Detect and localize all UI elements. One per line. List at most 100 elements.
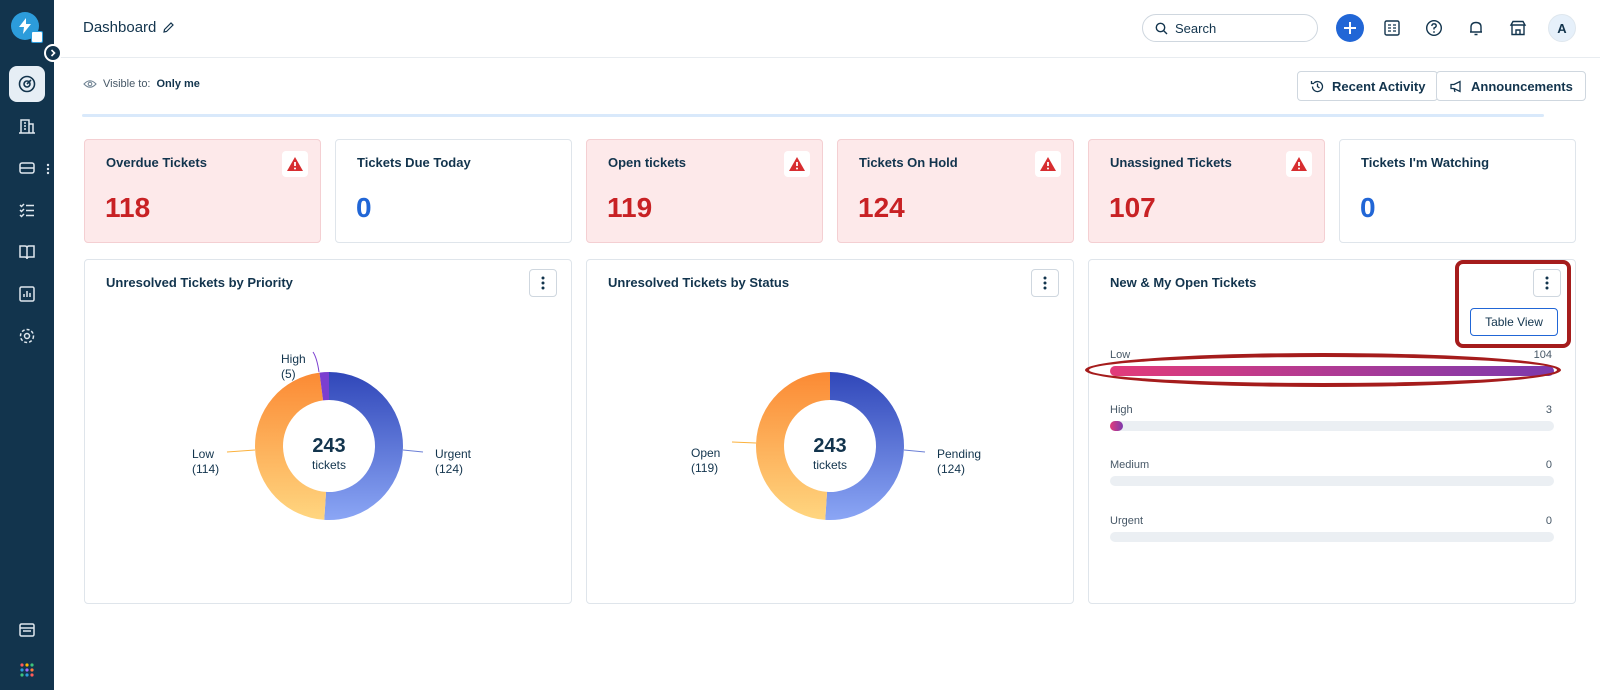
- card-tickets-on-hold[interactable]: Tickets On Hold 124: [837, 139, 1074, 243]
- panel-priority: Unresolved Tickets by Priority 243 ticke…: [84, 259, 572, 604]
- search-input[interactable]: Search: [1142, 14, 1318, 42]
- leader-line-0: [903, 449, 926, 453]
- user-avatar[interactable]: A: [1548, 14, 1576, 42]
- warning-icon: [789, 157, 805, 171]
- search-placeholder: Search: [1175, 20, 1217, 36]
- bar-track: [1110, 421, 1554, 431]
- recent-activity-label: Recent Activity: [1332, 78, 1426, 94]
- sidebar-item-apps[interactable]: [9, 652, 45, 688]
- sidebar-item-solutions[interactable]: [9, 234, 45, 270]
- sidebar-item-admin[interactable]: [9, 318, 45, 354]
- label-open-count: (119): [691, 461, 719, 475]
- sidebar-item-tickets[interactable]: [9, 150, 45, 186]
- card-title: Tickets Due Today: [357, 155, 471, 170]
- donut-slice-open[interactable]: [755, 372, 830, 520]
- apps-grid-icon: [20, 663, 34, 677]
- sidebar-expand-button[interactable]: [44, 44, 62, 62]
- label-open-name: Open: [691, 446, 721, 460]
- bar-fill-high[interactable]: [1110, 421, 1123, 431]
- inbox-icon: [19, 623, 35, 637]
- chevron-right-icon: [50, 49, 56, 57]
- sidebar-item-inbox[interactable]: [9, 612, 45, 648]
- sidebar-more-icon[interactable]: [46, 163, 50, 175]
- ticket-icon: [19, 162, 35, 174]
- kebab-icon: [541, 276, 545, 290]
- warning-badge: [1286, 151, 1312, 177]
- search-icon: [1155, 22, 1168, 34]
- donut-slice-high[interactable]: [319, 372, 329, 401]
- leader-line-1: [226, 449, 256, 453]
- announcements-label: Announcements: [1471, 78, 1573, 94]
- notifications-button[interactable]: [1462, 14, 1490, 42]
- label-low-name: Low: [192, 447, 215, 461]
- label-high-count: (5): [281, 367, 296, 381]
- card-unassigned-tickets[interactable]: Unassigned Tickets 107: [1088, 139, 1325, 243]
- analytics-icon: [19, 286, 35, 302]
- card-tickets-watching[interactable]: Tickets I'm Watching 0: [1339, 139, 1576, 243]
- label-high: High (5): [281, 352, 306, 382]
- label-low: Low (114): [192, 447, 219, 477]
- dashboard-gauge-icon: [18, 75, 36, 93]
- donut-slice-low[interactable]: [254, 372, 327, 520]
- donut-total-label: tickets: [311, 458, 346, 472]
- recent-activity-button[interactable]: Recent Activity: [1297, 71, 1439, 101]
- bar-count: 0: [1545, 459, 1552, 471]
- panel-menu-button[interactable]: [529, 269, 557, 297]
- page-title: Dashboard: [83, 19, 175, 36]
- gear-icon: [19, 328, 35, 344]
- logo-badge: [31, 31, 43, 43]
- bar-count: 104: [1533, 349, 1552, 361]
- new-item-button[interactable]: [1336, 14, 1364, 42]
- help-icon: [1425, 19, 1443, 37]
- announcements-button[interactable]: Announcements: [1436, 71, 1586, 101]
- marketplace-button[interactable]: [1504, 14, 1532, 42]
- subbar-progress-line: [82, 114, 1544, 117]
- top-bar: Dashboard Search A: [54, 0, 1600, 58]
- donut-slice-pending[interactable]: [825, 372, 904, 520]
- leader-line-2: [312, 351, 320, 373]
- card-title: Open tickets: [608, 155, 687, 170]
- eye-icon: [83, 80, 97, 88]
- checklist-icon: [19, 203, 34, 218]
- panel-title: New & My Open Tickets: [1110, 275, 1257, 290]
- sidebar: [0, 0, 54, 690]
- forms-button[interactable]: [1378, 14, 1406, 42]
- bar-label: Low: [1110, 349, 1131, 361]
- sidebar-item-reports[interactable]: [9, 276, 45, 312]
- card-title: Tickets I'm Watching: [1361, 155, 1490, 170]
- page-title-text: Dashboard: [83, 19, 157, 36]
- donut-slice-urgent[interactable]: [324, 372, 403, 520]
- card-value: 118: [105, 192, 151, 223]
- sidebar-item-tasks[interactable]: [9, 192, 45, 228]
- bar-track: [1110, 476, 1554, 486]
- bar-label: High: [1110, 404, 1133, 416]
- table-view-button[interactable]: Table View: [1470, 308, 1558, 336]
- panel-status: Unresolved Tickets by Status 243 tickets…: [586, 259, 1074, 604]
- lightning-icon: [19, 18, 31, 34]
- panel-title: Unresolved Tickets by Status: [608, 275, 790, 290]
- label-urgent-name: Urgent: [435, 447, 472, 461]
- card-overdue-tickets[interactable]: Overdue Tickets 118: [84, 139, 321, 243]
- help-button[interactable]: [1420, 14, 1448, 42]
- panel-menu-button[interactable]: [1533, 269, 1561, 297]
- plus-icon: [1344, 22, 1356, 34]
- warning-icon: [287, 157, 303, 171]
- bell-icon: [1470, 21, 1482, 36]
- visibility-value: Only me: [156, 78, 200, 90]
- donut-total-label: tickets: [812, 458, 847, 472]
- warning-icon: [1040, 157, 1056, 171]
- donut-center: 243 tickets: [269, 435, 389, 472]
- bar-count: 3: [1545, 404, 1552, 416]
- card-open-tickets[interactable]: Open tickets 119: [586, 139, 823, 243]
- app-logo[interactable]: [11, 12, 43, 43]
- pencil-icon[interactable]: [162, 21, 175, 34]
- card-tickets-due-today[interactable]: Tickets Due Today 0: [335, 139, 572, 243]
- sidebar-item-dashboard[interactable]: [9, 66, 45, 102]
- panel-menu-button[interactable]: [1031, 269, 1059, 297]
- history-clock-icon: [1310, 80, 1324, 92]
- visibility-label: Visible to:: [103, 78, 151, 90]
- card-title: Overdue Tickets: [106, 155, 207, 170]
- card-value: 0: [1360, 192, 1376, 223]
- megaphone-icon: [1450, 79, 1461, 93]
- sidebar-item-companies[interactable]: [9, 108, 45, 144]
